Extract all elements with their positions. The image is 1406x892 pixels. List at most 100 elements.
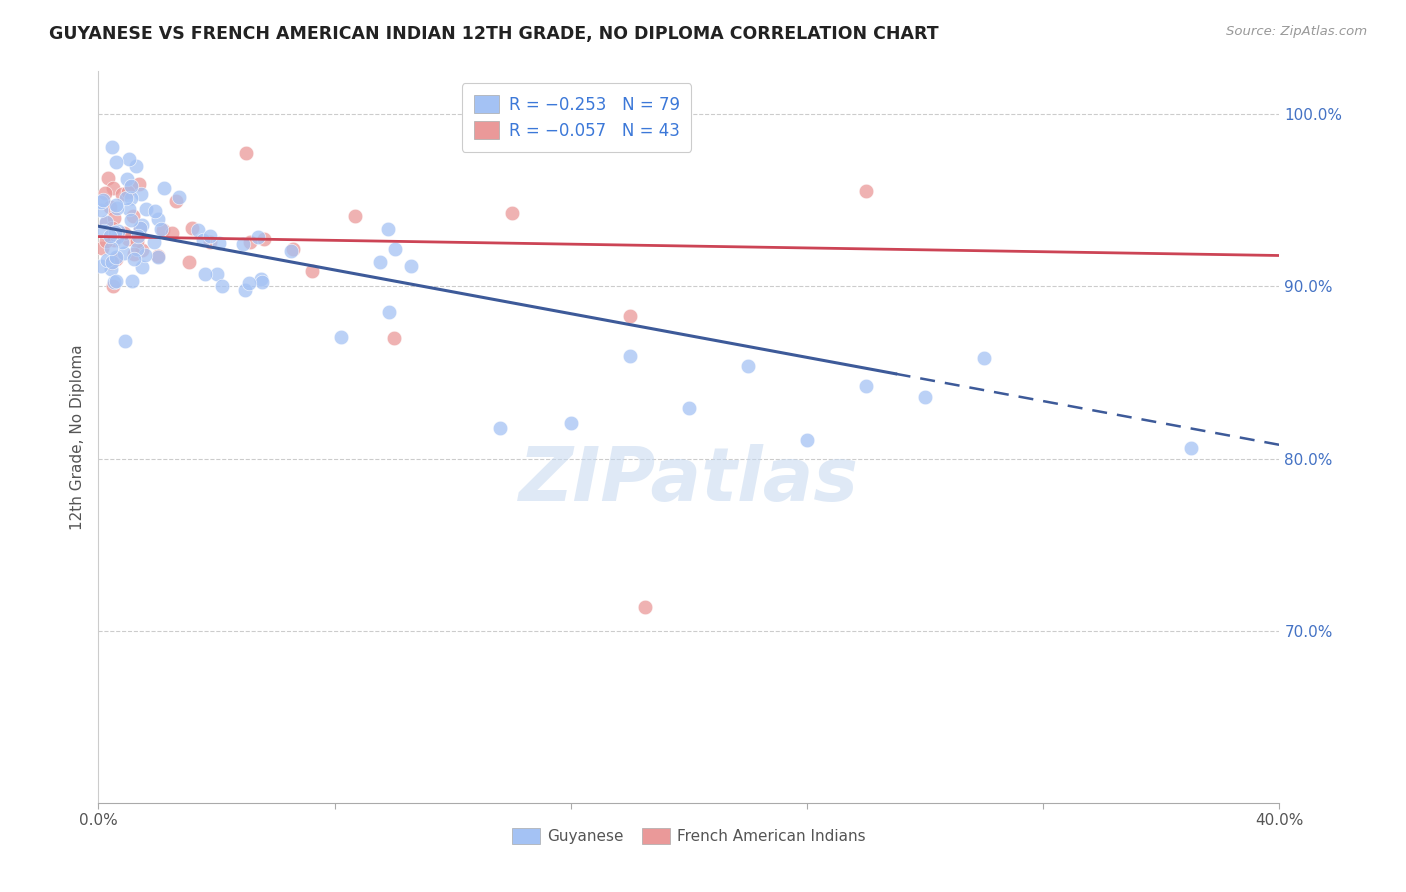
Point: [162, 226, 184, 240]
Point: [253, 232, 276, 246]
Point: [100, 228, 122, 243]
Point: [198, 235, 221, 250]
Point: [914, 390, 936, 404]
Point: [619, 349, 641, 363]
Point: [100, 256, 122, 270]
Point: [148, 212, 170, 227]
Point: [143, 204, 166, 219]
Point: [131, 260, 153, 274]
Point: [678, 401, 700, 415]
Point: [239, 235, 262, 249]
Point: [97, 230, 120, 244]
Point: [232, 237, 254, 252]
Point: [125, 234, 148, 248]
Point: [377, 304, 399, 318]
Point: [187, 223, 209, 237]
Point: [90, 195, 112, 210]
Point: [115, 171, 138, 186]
Point: [114, 334, 136, 349]
Legend: Guyanese, French American Indians: Guyanese, French American Indians: [506, 822, 872, 850]
Point: [330, 330, 353, 344]
Point: [105, 250, 128, 264]
Point: [112, 226, 135, 240]
Point: [105, 230, 128, 244]
Point: [143, 235, 166, 250]
Point: [105, 252, 128, 266]
Point: [97, 170, 120, 185]
Point: [129, 187, 152, 202]
Point: [343, 209, 366, 223]
Point: [855, 184, 877, 198]
Point: [131, 243, 153, 257]
Point: [619, 309, 641, 323]
Point: [117, 232, 139, 246]
Point: [107, 224, 129, 238]
Point: [194, 267, 217, 281]
Point: [100, 255, 122, 269]
Point: [101, 181, 124, 195]
Point: [301, 264, 323, 278]
Point: [181, 220, 204, 235]
Point: [208, 235, 231, 250]
Point: [134, 248, 156, 262]
Point: [131, 218, 153, 232]
Point: [560, 417, 582, 431]
Point: [501, 206, 523, 220]
Point: [191, 233, 214, 247]
Point: [129, 221, 152, 235]
Point: [105, 201, 128, 215]
Point: [280, 244, 302, 258]
Point: [100, 241, 122, 255]
Point: [105, 275, 128, 289]
Point: [90, 259, 112, 273]
Point: [125, 159, 148, 173]
Point: [91, 193, 114, 207]
Point: [855, 379, 877, 393]
Point: [90, 203, 112, 218]
Text: ZIPatlas: ZIPatlas: [519, 444, 859, 517]
Point: [111, 186, 134, 201]
Point: [112, 245, 135, 260]
Point: [146, 249, 169, 263]
Point: [250, 275, 273, 289]
Point: [121, 275, 143, 289]
Point: [120, 178, 142, 193]
Point: [127, 229, 149, 244]
Text: GUYANESE VS FRENCH AMERICAN INDIAN 12TH GRADE, NO DIPLOMA CORRELATION CHART: GUYANESE VS FRENCH AMERICAN INDIAN 12TH …: [49, 25, 939, 43]
Point: [382, 331, 405, 345]
Point: [205, 267, 228, 281]
Point: [94, 216, 117, 230]
Point: [283, 242, 305, 256]
Point: [129, 220, 152, 235]
Point: [103, 233, 125, 247]
Point: [94, 215, 117, 229]
Point: [120, 191, 142, 205]
Point: [103, 279, 125, 293]
Point: [737, 359, 759, 373]
Point: [211, 278, 233, 293]
Y-axis label: 12th Grade, No Diploma: 12th Grade, No Diploma: [70, 344, 86, 530]
Point: [122, 246, 145, 260]
Point: [117, 185, 139, 199]
Point: [125, 242, 148, 256]
Point: [152, 223, 174, 237]
Point: [104, 155, 127, 169]
Text: Source: ZipAtlas.com: Source: ZipAtlas.com: [1226, 25, 1367, 38]
Point: [384, 242, 406, 256]
Point: [399, 259, 422, 273]
Point: [167, 190, 190, 204]
Point: [796, 433, 818, 447]
Point: [96, 234, 118, 248]
Point: [101, 221, 124, 235]
Point: [103, 211, 125, 226]
Point: [100, 261, 122, 276]
Point: [104, 225, 127, 239]
Point: [973, 351, 995, 365]
Point: [94, 186, 117, 200]
Point: [146, 250, 169, 264]
Point: [104, 198, 127, 212]
Point: [111, 235, 134, 249]
Point: [1180, 442, 1202, 456]
Point: [96, 252, 118, 267]
Point: [101, 140, 124, 154]
